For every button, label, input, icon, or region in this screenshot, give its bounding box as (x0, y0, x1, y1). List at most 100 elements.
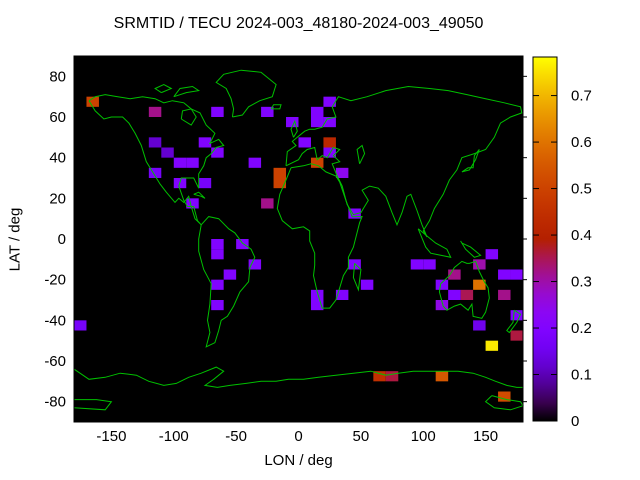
coastline (461, 149, 480, 173)
colorbar-tick-label: 0 (571, 413, 579, 430)
tecu-cell (148, 137, 162, 148)
tecu-cell (498, 391, 511, 402)
coastline (290, 119, 298, 138)
tecu-cell (186, 157, 199, 168)
tecu-cell (448, 269, 461, 280)
tecu-cell (261, 106, 274, 117)
coastline (73, 399, 113, 411)
tecu-cell (310, 157, 324, 168)
colorbar-tick-label: 0.4 (571, 227, 592, 244)
tecu-cell (86, 96, 99, 107)
coastline (270, 104, 282, 110)
tecu-cell (186, 198, 199, 209)
coastline (180, 108, 197, 126)
tecu-cell (273, 178, 287, 189)
map-background (74, 56, 523, 422)
tecu-cell (335, 167, 349, 178)
y-tick-label: -80 (44, 394, 66, 411)
colorbar-tick-label: 0.2 (571, 320, 592, 337)
coastline (438, 260, 490, 319)
coastline (193, 191, 206, 199)
colorbar (533, 57, 557, 421)
tecu-cell (211, 106, 224, 117)
coastline (506, 309, 522, 334)
colorbar-tick-label: 0.6 (571, 134, 592, 151)
tecu-cell (310, 117, 324, 128)
x-tick-label: 150 (473, 428, 498, 445)
tecu-cell (161, 147, 174, 158)
tecu-cell (223, 269, 237, 280)
tecu-cell (298, 137, 311, 148)
tecu-cell (510, 269, 523, 280)
tecu-cell (473, 259, 486, 270)
tecu-cell (310, 300, 324, 311)
tecu-cell (198, 178, 212, 189)
tecu-cell (510, 310, 523, 321)
tecu-cell (148, 106, 162, 117)
tecu-cell (485, 340, 499, 351)
tecu-cell (211, 147, 224, 158)
tecu-cell (498, 289, 511, 300)
coastline (215, 69, 277, 118)
colorbar-tick-label: 0.5 (571, 181, 592, 198)
tecu-cell (211, 300, 224, 311)
y-tick-label: -40 (44, 312, 66, 329)
y-tick-label: -20 (44, 272, 66, 289)
tecu-cell (360, 279, 374, 290)
coastline (285, 85, 523, 238)
tecu-cell (410, 259, 424, 270)
y-tick-label: -60 (44, 353, 66, 370)
x-axis-title: LON / deg (264, 452, 333, 469)
tecu-cell (211, 239, 224, 250)
colorbar-tick-labels: 0 0.1 0.2 0.3 0.4 0.5 0.6 0.7 (571, 88, 592, 430)
tecu-cell (248, 259, 262, 270)
tecu-cell (198, 137, 212, 148)
colorbar-tick-label: 0.7 (571, 88, 592, 105)
right-border-ticks (523, 75, 527, 403)
tecu-cell (473, 279, 486, 290)
x-tick-label: 50 (353, 428, 370, 445)
coastline (484, 395, 524, 411)
coastline (352, 263, 362, 292)
tecu-cell (323, 96, 336, 107)
tecu-cell (460, 289, 474, 300)
colorbar-tick-label: 0.3 (571, 274, 592, 291)
tecu-cell (373, 371, 386, 382)
tecu-cell (435, 279, 449, 290)
tecu-cell (323, 147, 336, 158)
y-tick-label: 40 (49, 150, 66, 167)
x-tick-label: -150 (96, 428, 126, 445)
coastline (417, 228, 452, 258)
coastlines (73, 69, 524, 411)
coastline (173, 85, 201, 98)
coastline (356, 144, 366, 165)
coastline (154, 83, 173, 94)
tecu-cell (236, 239, 249, 250)
tecu-cell (310, 106, 324, 117)
tecu-cell (485, 249, 499, 260)
coastline (276, 163, 363, 309)
tecu-cell (448, 289, 461, 300)
tecu-cell (173, 157, 187, 168)
y-tick-label: 20 (49, 190, 66, 207)
tecu-cell (435, 371, 449, 382)
tecu-cell (473, 320, 486, 331)
tecu-cell (211, 249, 224, 260)
tecu-cell (248, 157, 262, 168)
tecu-cell (435, 300, 449, 311)
y-tick-label: 80 (49, 68, 66, 85)
tecu-cell (423, 259, 436, 270)
tecu-cell (323, 117, 336, 128)
x-tick-label: -50 (225, 428, 247, 445)
colorbar-ticks (533, 95, 557, 422)
coastline (460, 240, 482, 258)
tecu-cell (261, 198, 274, 209)
tecu-cell (310, 289, 324, 300)
colorbar-tick-label: 0.1 (571, 367, 592, 384)
tecu-cell (286, 117, 299, 128)
tecu-cell (510, 330, 523, 341)
tecu-cell (323, 137, 336, 148)
x-tick-label: 0 (294, 428, 302, 445)
